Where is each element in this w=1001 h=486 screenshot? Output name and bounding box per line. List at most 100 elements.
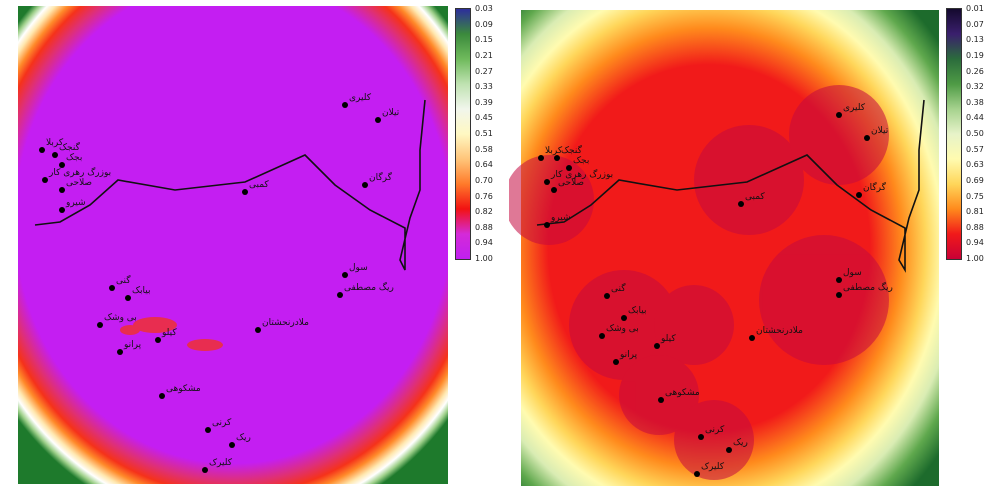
legend-tick: 0.69 bbox=[966, 175, 984, 185]
place-label: ریگ مصطفی bbox=[344, 281, 394, 293]
legend-tick: 0.58 bbox=[475, 144, 493, 154]
place-label: کربلا bbox=[545, 146, 563, 156]
place-marker bbox=[836, 277, 842, 283]
place-label: سول bbox=[843, 268, 862, 278]
legend-tick: 0.94 bbox=[966, 238, 984, 248]
place-label: سول bbox=[349, 263, 368, 273]
place-label: کلیرک bbox=[701, 461, 725, 472]
place-label: کلیرک bbox=[209, 457, 233, 468]
place-label: گرگان bbox=[863, 181, 887, 193]
legend-tick: 0.13 bbox=[966, 35, 984, 45]
place-label: ریگ مصطفی bbox=[843, 281, 893, 293]
legend-tick: 0.21 bbox=[475, 50, 493, 60]
place-marker bbox=[255, 327, 261, 333]
place-marker bbox=[42, 177, 48, 183]
place-label: گنی bbox=[611, 282, 626, 294]
place-marker bbox=[155, 337, 161, 343]
place-marker bbox=[362, 182, 368, 188]
place-marker bbox=[604, 293, 610, 299]
place-label: کیلو bbox=[660, 334, 676, 344]
legend-tick: 0.45 bbox=[475, 113, 493, 123]
place-label: گنجک bbox=[561, 144, 583, 156]
place-label: تیلان bbox=[871, 126, 889, 136]
place-label: شیرو bbox=[550, 213, 571, 223]
place-label: گرگان bbox=[369, 171, 393, 183]
legend-colorbar bbox=[946, 8, 962, 260]
place-marker bbox=[738, 201, 744, 207]
place-label: گنی bbox=[116, 274, 131, 286]
legend-tick: 0.82 bbox=[475, 207, 493, 217]
legend-tick: 0.33 bbox=[475, 82, 493, 92]
place-label: تیلان bbox=[382, 108, 400, 118]
place-marker bbox=[544, 179, 550, 185]
place-label: بوزرگ رهری کار bbox=[550, 168, 613, 180]
map-panel-right: کربلا گنجک بجک کلیری تیلان گرگان صلاحی بوزرگ ره… bbox=[509, 0, 1001, 486]
place-label: ملادرنحشتان bbox=[756, 326, 803, 336]
place-label: بجک bbox=[573, 156, 589, 166]
legend-tick: 0.64 bbox=[475, 160, 493, 170]
place-marker bbox=[59, 162, 65, 168]
place-label: کمبی bbox=[745, 192, 765, 202]
place-label: کرنی bbox=[212, 418, 232, 428]
legend-tick: 0.44 bbox=[966, 113, 984, 123]
place-marker bbox=[554, 155, 560, 161]
place-marker bbox=[242, 189, 248, 195]
place-label: پرانو bbox=[619, 350, 638, 360]
place-marker bbox=[39, 147, 45, 153]
place-marker bbox=[551, 187, 557, 193]
legend-tick: 0.01 bbox=[966, 4, 984, 13]
place-marker bbox=[337, 292, 343, 298]
place-marker bbox=[159, 393, 165, 399]
place-label: کیلو bbox=[161, 328, 177, 338]
legend-tick: 0.70 bbox=[475, 175, 493, 185]
place-marker bbox=[566, 165, 572, 171]
legend-colorbar bbox=[455, 8, 471, 260]
place-marker bbox=[109, 285, 115, 291]
place-label: شیرو bbox=[65, 198, 86, 208]
place-marker bbox=[864, 135, 870, 141]
place-marker bbox=[658, 397, 664, 403]
border-line-left bbox=[34, 99, 426, 271]
place-marker bbox=[538, 155, 544, 161]
place-marker bbox=[125, 295, 131, 301]
place-marker bbox=[726, 447, 732, 453]
place-label: بیابک bbox=[628, 306, 647, 316]
legend-tick: 0.38 bbox=[966, 97, 984, 107]
legend-tick: 1.00 bbox=[475, 254, 493, 263]
place-label: بی وشک bbox=[104, 313, 137, 323]
place-label: کرنی bbox=[705, 425, 725, 435]
place-label: بوزرگ رهری کار bbox=[48, 166, 111, 178]
legend-tick: 0.63 bbox=[966, 160, 984, 170]
legend-tick: 0.07 bbox=[966, 19, 984, 29]
place-marker bbox=[375, 117, 381, 123]
legend-tick: 0.09 bbox=[475, 19, 493, 29]
place-label: صلاحی bbox=[558, 178, 584, 188]
place-label: بی وشک bbox=[606, 324, 639, 334]
legend-tick: 0.75 bbox=[966, 191, 984, 201]
place-marker bbox=[599, 333, 605, 339]
place-marker bbox=[97, 322, 103, 328]
legend-tick: 0.03 bbox=[475, 4, 493, 13]
legend-tick: 0.32 bbox=[966, 82, 984, 92]
place-marker bbox=[52, 152, 58, 158]
place-label: مشکوهی bbox=[166, 384, 201, 394]
place-marker bbox=[544, 222, 550, 228]
place-marker bbox=[202, 467, 208, 473]
place-label: صلاحی bbox=[66, 178, 92, 188]
place-label: کلیری bbox=[843, 103, 866, 113]
place-marker bbox=[836, 112, 842, 118]
place-marker bbox=[621, 315, 627, 321]
place-marker bbox=[59, 207, 65, 213]
border-line-right bbox=[536, 99, 925, 273]
place-label: کلیری bbox=[349, 93, 372, 103]
map-panel-left: کربلا گنجک بجک کلیری تیلان گرگان صلاحی بوزرگ ره… bbox=[0, 0, 493, 486]
place-label: کمبی bbox=[249, 180, 269, 190]
place-label: ریک bbox=[236, 433, 251, 443]
place-marker bbox=[59, 187, 65, 193]
place-label: گنجک bbox=[59, 141, 81, 153]
place-label: ریک bbox=[733, 438, 748, 448]
legend-tick: 0.26 bbox=[966, 66, 984, 76]
place-marker bbox=[654, 343, 660, 349]
